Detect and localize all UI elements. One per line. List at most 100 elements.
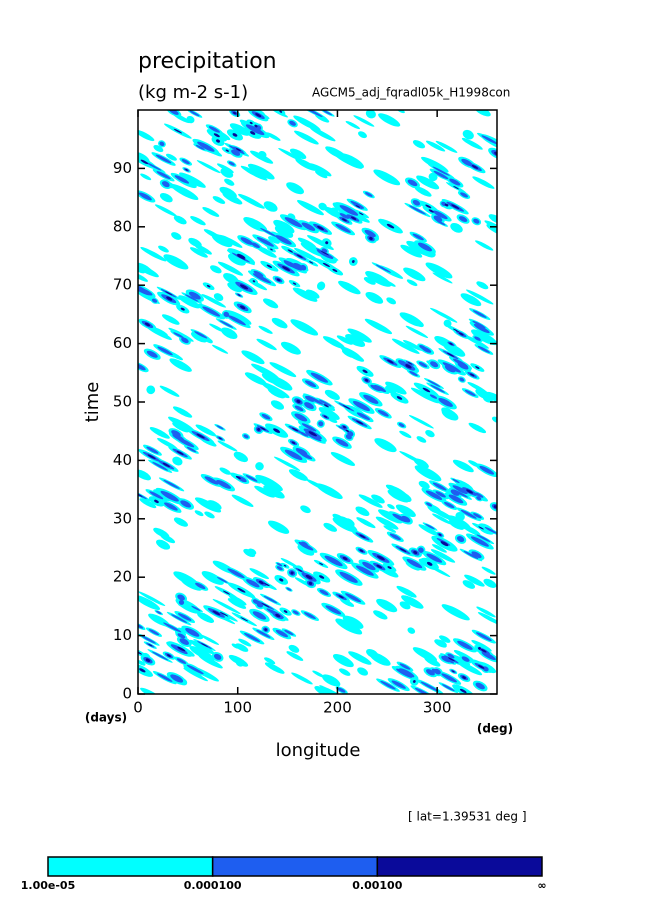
contour-fill — [163, 479, 180, 489]
contour-fill — [425, 204, 432, 209]
contour-fill — [322, 110, 333, 116]
contour-fill — [166, 153, 177, 161]
contour-fill — [460, 509, 477, 519]
contour-fill — [399, 548, 407, 553]
contour-fill — [236, 255, 246, 260]
contour-fill — [177, 646, 186, 652]
contour-fill — [235, 643, 249, 652]
contour-fill — [401, 595, 424, 609]
contour-fill — [300, 264, 307, 271]
contour-fill — [138, 363, 146, 371]
contour-fill — [147, 454, 156, 460]
contour-fill — [169, 358, 192, 372]
contour-fill — [216, 479, 231, 489]
contour-fill — [359, 534, 366, 539]
contour-fill — [155, 154, 172, 164]
contour-fill — [306, 479, 330, 493]
contour-fill — [189, 646, 215, 662]
contour-fill — [241, 350, 265, 365]
contour-fill — [243, 548, 256, 558]
contour-fill — [231, 643, 240, 649]
contour-fill — [173, 517, 188, 527]
contour-fill — [412, 647, 438, 662]
contour-fill — [170, 644, 188, 655]
contour-fill — [399, 601, 411, 610]
contour-fill — [405, 325, 429, 339]
contour-fill — [149, 491, 164, 500]
contour-fill — [441, 407, 455, 417]
contour-fill — [171, 232, 182, 240]
contour-fill — [204, 476, 219, 485]
contour-fill — [255, 474, 283, 492]
contour-fill — [291, 427, 299, 432]
contour-fill — [474, 336, 481, 341]
contour-fill — [446, 352, 455, 357]
contour-fill — [339, 516, 353, 524]
contour-fill — [438, 397, 453, 407]
contour-fill — [425, 140, 446, 152]
contour-fill — [449, 342, 453, 346]
contour-fill — [458, 332, 464, 336]
contour-fill — [138, 623, 144, 629]
contour-fill — [245, 124, 265, 136]
contour-fill — [223, 311, 230, 318]
contour-fill — [341, 349, 356, 358]
contour-fill — [252, 611, 267, 620]
contour-fill — [235, 475, 241, 480]
contour-fill — [434, 639, 447, 648]
contour-fill — [320, 250, 329, 256]
contour-fill — [276, 566, 283, 571]
contour-fill — [286, 587, 292, 591]
contour-fill — [463, 550, 479, 560]
contour-fill — [358, 212, 364, 216]
contour-fill — [391, 680, 406, 689]
contour-fill — [322, 262, 330, 267]
contour-fill — [418, 547, 424, 553]
contour-fill — [305, 574, 313, 580]
contour-fill — [387, 504, 395, 510]
contour-fill — [252, 273, 272, 284]
contour-fill — [275, 235, 292, 245]
contour-fill — [210, 265, 222, 274]
contour-fill — [146, 446, 159, 454]
contour-fill — [406, 279, 418, 287]
y-tick-label: 40 — [113, 451, 132, 469]
contour-fill — [399, 430, 412, 439]
contour-fill — [264, 628, 268, 631]
contour-fill — [172, 433, 185, 442]
colorbar-segment — [47, 856, 214, 877]
contour-fill — [345, 429, 349, 433]
contour-fill — [138, 595, 161, 610]
contour-fill — [356, 412, 371, 421]
contour-fill — [261, 382, 290, 399]
contour-fill — [444, 203, 449, 207]
y-tick-label: 10 — [113, 626, 132, 644]
contour-fill — [209, 323, 225, 333]
contour-fill — [151, 298, 158, 303]
contour-fill — [460, 293, 482, 307]
contour-fill — [325, 241, 329, 245]
contour-fill — [159, 141, 165, 147]
contour-fill — [410, 387, 440, 404]
contour-fill — [276, 562, 283, 567]
contour-fill — [203, 229, 221, 240]
contour-fill — [191, 605, 201, 611]
contour-fill — [202, 306, 221, 317]
contour-fill — [448, 494, 464, 504]
contour-fill — [491, 416, 497, 423]
contour-fill — [202, 207, 220, 217]
contour-fill — [373, 610, 388, 620]
contour-fill — [153, 145, 164, 153]
contour-fill — [194, 244, 212, 255]
contour-fill — [432, 272, 453, 284]
contour-fill — [294, 413, 308, 422]
contour-fill — [219, 467, 231, 475]
contour-fill — [432, 166, 450, 176]
contour-fill — [225, 149, 229, 152]
contour-fill — [339, 213, 350, 219]
x-unit: (deg) — [477, 722, 513, 736]
contour-fill — [245, 475, 258, 482]
contour-fill — [178, 599, 185, 605]
contour-fill — [196, 160, 221, 174]
contour-fill — [255, 113, 262, 118]
